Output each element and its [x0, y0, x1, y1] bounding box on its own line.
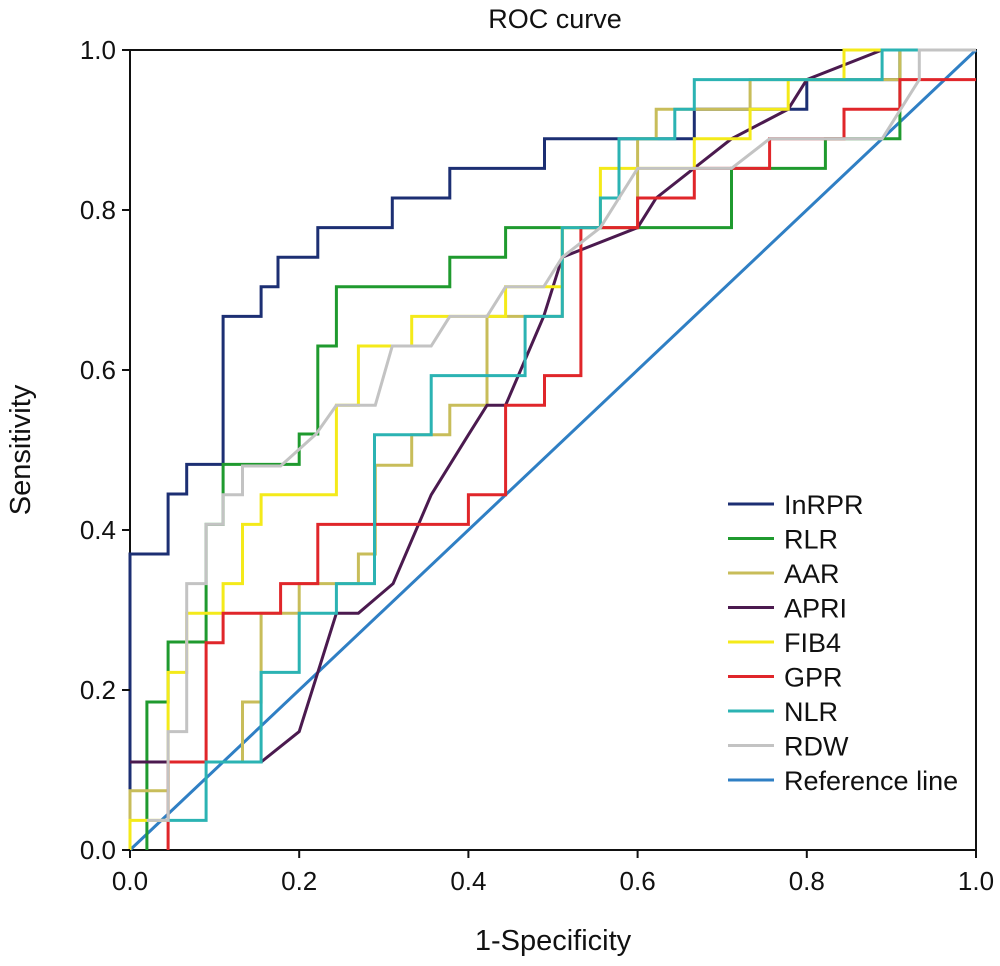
legend-label-gpr: GPR — [784, 663, 843, 693]
series-line-nlr — [168, 48, 976, 822]
y-tick-label: 0.6 — [80, 355, 116, 385]
y-tick-label: 0.0 — [80, 835, 116, 865]
series-line-aar — [128, 48, 976, 850]
legend-label-apri: APRI — [784, 594, 847, 624]
legend-label-rlr: RLR — [784, 525, 838, 555]
series-line-fib4 — [128, 48, 976, 850]
y-tick-label: 0.8 — [80, 195, 116, 225]
legend: InRPR RLR AAR APRI FIB4 GPR NLR RDW Reference li… — [728, 490, 958, 796]
chart-title: ROC curve — [488, 4, 622, 34]
legend-label-inrpr: InRPR — [784, 490, 864, 520]
legend-label-rdw: RDW — [784, 732, 849, 762]
x-axis-label: 1-Specificity — [475, 925, 632, 957]
series-layer — [128, 48, 978, 852]
legend-label-reference-line: Reference line — [784, 766, 958, 796]
y-tick-label: 1.0 — [80, 35, 116, 65]
legend-label-fib4: FIB4 — [784, 628, 841, 658]
legend-label-nlr: NLR — [784, 697, 838, 727]
series-line-rdw — [146, 48, 976, 822]
series-line-rlr — [145, 48, 976, 850]
legend-label-aar: AAR — [784, 559, 840, 589]
x-tick-label: 0.6 — [620, 866, 656, 896]
x-axis: 0.0 0.2 0.4 0.6 0.8 1.0 — [112, 850, 994, 896]
x-tick-label: 1.0 — [958, 866, 994, 896]
x-tick-label: 0.4 — [450, 866, 486, 896]
series-line-reference-line — [128, 48, 978, 852]
x-tick-label: 0.0 — [112, 866, 148, 896]
y-axis: 0.0 0.2 0.4 0.6 0.8 1.0 — [80, 35, 130, 865]
x-tick-label: 0.8 — [789, 866, 825, 896]
series-line-apri — [130, 48, 976, 764]
x-tick-label: 0.2 — [281, 866, 317, 896]
series-line-inrpr — [128, 48, 976, 850]
y-axis-label: Sensitivity — [5, 384, 37, 515]
y-tick-label: 0.4 — [80, 515, 116, 545]
plot-frame — [129, 49, 977, 851]
y-tick-label: 0.2 — [80, 675, 116, 705]
